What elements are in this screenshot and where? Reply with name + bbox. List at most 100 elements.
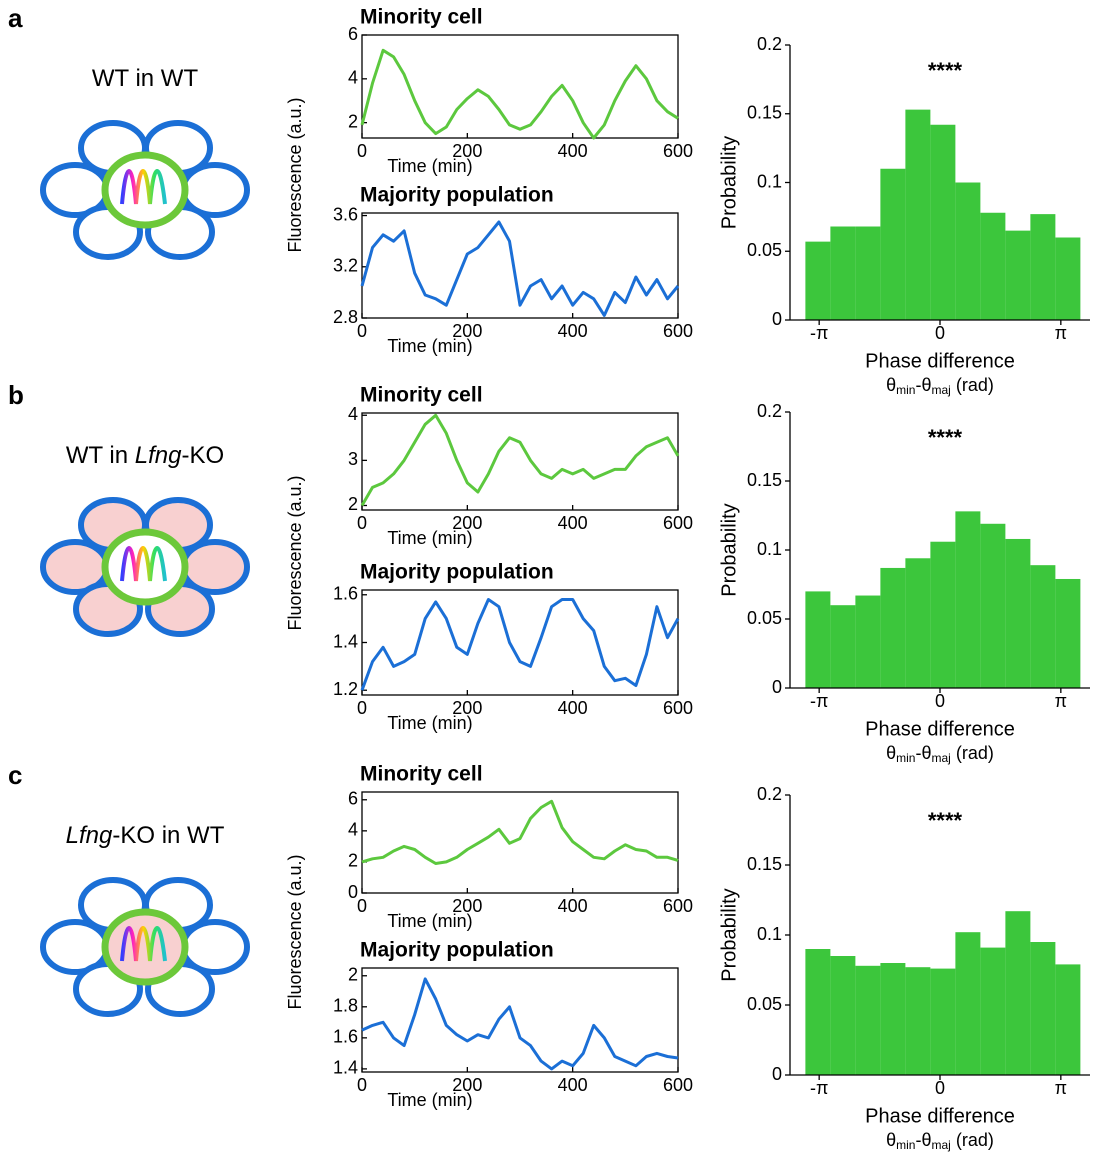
label-part: maj [932,1138,951,1152]
condition-part: Lfng [135,442,182,469]
x-tick-label: 400 [558,321,588,341]
chart-title: Majority population [360,184,554,207]
data-line [362,415,678,505]
x-tick-label: 600 [663,513,693,533]
x-tick-label: 0 [357,321,367,341]
x-axis-label-line2: θmin-θmaj (rad) [886,375,994,397]
chart-title: Minority cell [360,384,483,407]
x-tick-label: 0 [935,323,945,343]
histogram-bar [905,558,930,688]
y-axis-label: Probability [718,136,740,229]
histogram-bar [980,524,1005,688]
y-tick-label: 1.4 [333,1058,358,1078]
x-axis-label-line2: θmin-θmaj (rad) [886,743,994,765]
x-tick-label: 400 [558,1075,588,1095]
label-part: (rad) [951,1130,994,1150]
minority-cell [105,155,185,225]
y-tick-label: 1.6 [333,1027,358,1047]
y-tick-label: 4 [348,404,358,424]
annotation: **** [928,808,963,833]
x-tick-label: π [1055,691,1067,711]
histogram-bar [1055,579,1080,688]
x-tick-label: -π [810,323,828,343]
x-axis-label: Time (min) [387,713,472,733]
histogram-bar [1030,565,1055,688]
histogram-bar [1055,238,1080,321]
histogram-bar [830,227,855,321]
y-tick-label: 0.2 [757,34,782,54]
minority-cell [105,532,185,602]
histogram-bar [955,932,980,1075]
label-part: maj [932,751,951,765]
x-tick-label: 0 [357,1075,367,1095]
x-tick-label: π [1055,323,1067,343]
y-tick-label: 0.15 [747,103,782,123]
x-tick-label: -π [810,1078,828,1098]
figure: aWT in WTbWT in Lfng-KOcLfng-KO in WTMin… [0,0,1098,1162]
histogram-bar [1055,964,1080,1075]
histogram-bar [1030,214,1055,320]
y-tick-label: 1.2 [333,679,358,699]
x-axis-label: Time (min) [387,911,472,931]
label-part: -θ [915,1130,931,1150]
condition-label: Lfng-KO in WT [66,822,225,849]
x-tick-label: 400 [558,896,588,916]
x-tick-label: π [1055,1078,1067,1098]
y-tick-label: 0.05 [747,608,782,628]
histogram-bar [830,605,855,688]
chart-title: Majority population [360,561,554,584]
histogram-bar [1005,539,1030,688]
chart-title: Minority cell [360,763,483,786]
x-tick-label: 0 [357,896,367,916]
x-tick-label: 0 [357,141,367,161]
label-part: (rad) [951,743,994,763]
histogram-bar [955,183,980,321]
histogram-bar [880,568,905,688]
y-tick-label: 2 [348,494,358,514]
y-tick-label: 1.4 [333,631,358,651]
y-tick-label: 0.1 [757,539,782,559]
histogram-bar [855,227,880,321]
x-tick-label: 600 [663,1075,693,1095]
y-tick-label: 4 [348,820,358,840]
panel-letter: a [8,3,23,33]
plot-frame [362,792,678,893]
y-tick-label: 4 [348,68,358,88]
y-tick-label: 1.8 [333,996,358,1016]
x-tick-label: 600 [663,321,693,341]
plot-frame [362,968,678,1072]
data-line [362,50,678,138]
y-tick-label: 0.1 [757,924,782,944]
condition-part: Lfng [66,822,113,849]
y-tick-label: 0.15 [747,470,782,490]
y-tick-label: 3 [348,449,358,469]
x-tick-label: 400 [558,141,588,161]
panel-letter: b [8,380,24,410]
histogram-bar [1030,942,1055,1075]
histogram-bar [980,948,1005,1075]
x-tick-label: 0 [357,698,367,718]
x-axis-label: Phase difference [865,350,1015,372]
histogram-bar [855,596,880,688]
y-tick-label: 0.2 [757,784,782,804]
y-tick-label: 2 [348,111,358,131]
x-tick-label: 0 [357,513,367,533]
y-tick-label: 6 [348,789,358,809]
condition-label: WT in WT [92,65,199,92]
data-line [362,801,678,863]
label-part: (rad) [951,375,994,395]
histogram-bar [905,110,930,320]
histogram-bar [855,966,880,1075]
condition-part: -KO in WT [112,822,224,849]
histogram-bar [980,213,1005,320]
histogram-bar [805,591,830,688]
y-axis-label: Fluorescence (a.u.) [285,475,305,630]
label-part: θ [886,1130,896,1150]
y-tick-label: 6 [348,24,358,44]
condition-part: WT in [66,442,135,469]
y-tick-label: 3.2 [333,256,358,276]
data-line [362,600,678,691]
x-tick-label: 600 [663,698,693,718]
histogram-bar [880,169,905,320]
x-tick-label: 0 [935,691,945,711]
